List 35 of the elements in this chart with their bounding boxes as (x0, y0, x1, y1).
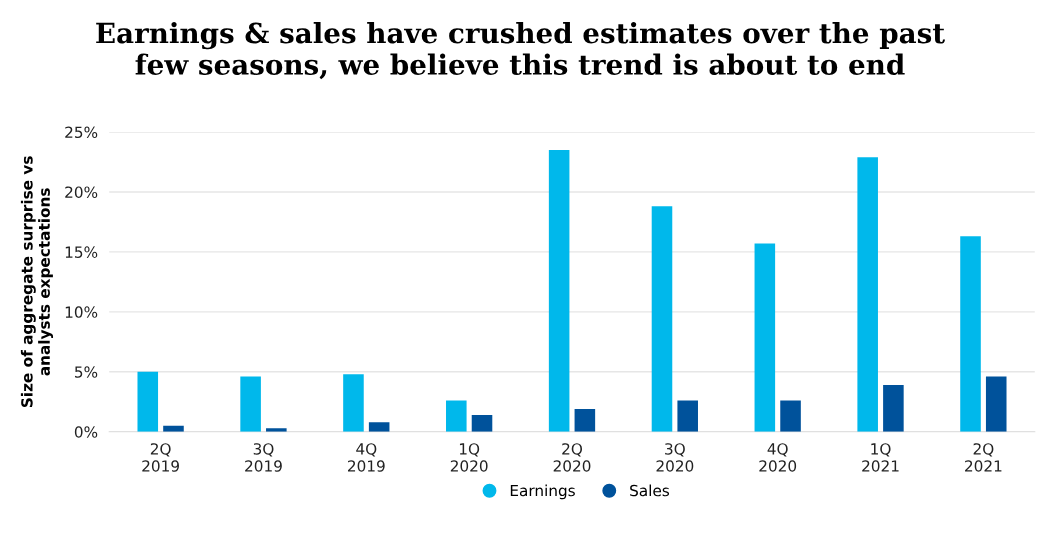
bar (651, 206, 673, 432)
x-tick-label: 2Q 2021 (965, 443, 1002, 472)
x-tick-label: 4Q 2020 (759, 443, 797, 472)
bar (471, 414, 493, 432)
y-tick-label: 5% (75, 366, 98, 378)
bar (343, 374, 364, 432)
bar (137, 371, 159, 432)
legend-label: Sales (630, 484, 670, 497)
x-tick-label: 1Q 2020 (450, 443, 488, 472)
bar (857, 157, 878, 432)
x-tick-label: 4Q 2019 (347, 443, 385, 472)
y-tick-label: 15% (65, 246, 98, 258)
y-tick-label: 25% (65, 126, 98, 139)
x-tick-label: 2Q 2020 (553, 443, 591, 472)
bar (883, 384, 904, 432)
bar (368, 422, 390, 432)
bar (754, 243, 776, 432)
x-tick-label: 2Q 2019 (142, 443, 179, 472)
y-tick-label: 0% (74, 426, 98, 438)
x-tick-label: 3Q 2020 (656, 443, 694, 472)
bar (985, 376, 1007, 432)
bar (446, 400, 467, 432)
y-tick-label: 20% (65, 186, 98, 198)
x-tick-label: 3Q 2019 (245, 443, 282, 472)
y-tick-label: 10% (65, 306, 98, 318)
y-axis-title: Size of aggregate surprise vs analysts expectations (20, 156, 54, 408)
bar (548, 149, 570, 432)
bar (780, 400, 801, 432)
bar (240, 376, 261, 432)
chart-title: Earnings & sales have crushed estimates over the past few seasons, we believe this trend is about to end (96, 22, 945, 80)
bar (677, 400, 698, 432)
bar (574, 408, 596, 432)
legend-label: Earnings (510, 484, 575, 500)
x-tick-label: 1Q 2021 (862, 443, 899, 472)
bar (960, 236, 981, 432)
